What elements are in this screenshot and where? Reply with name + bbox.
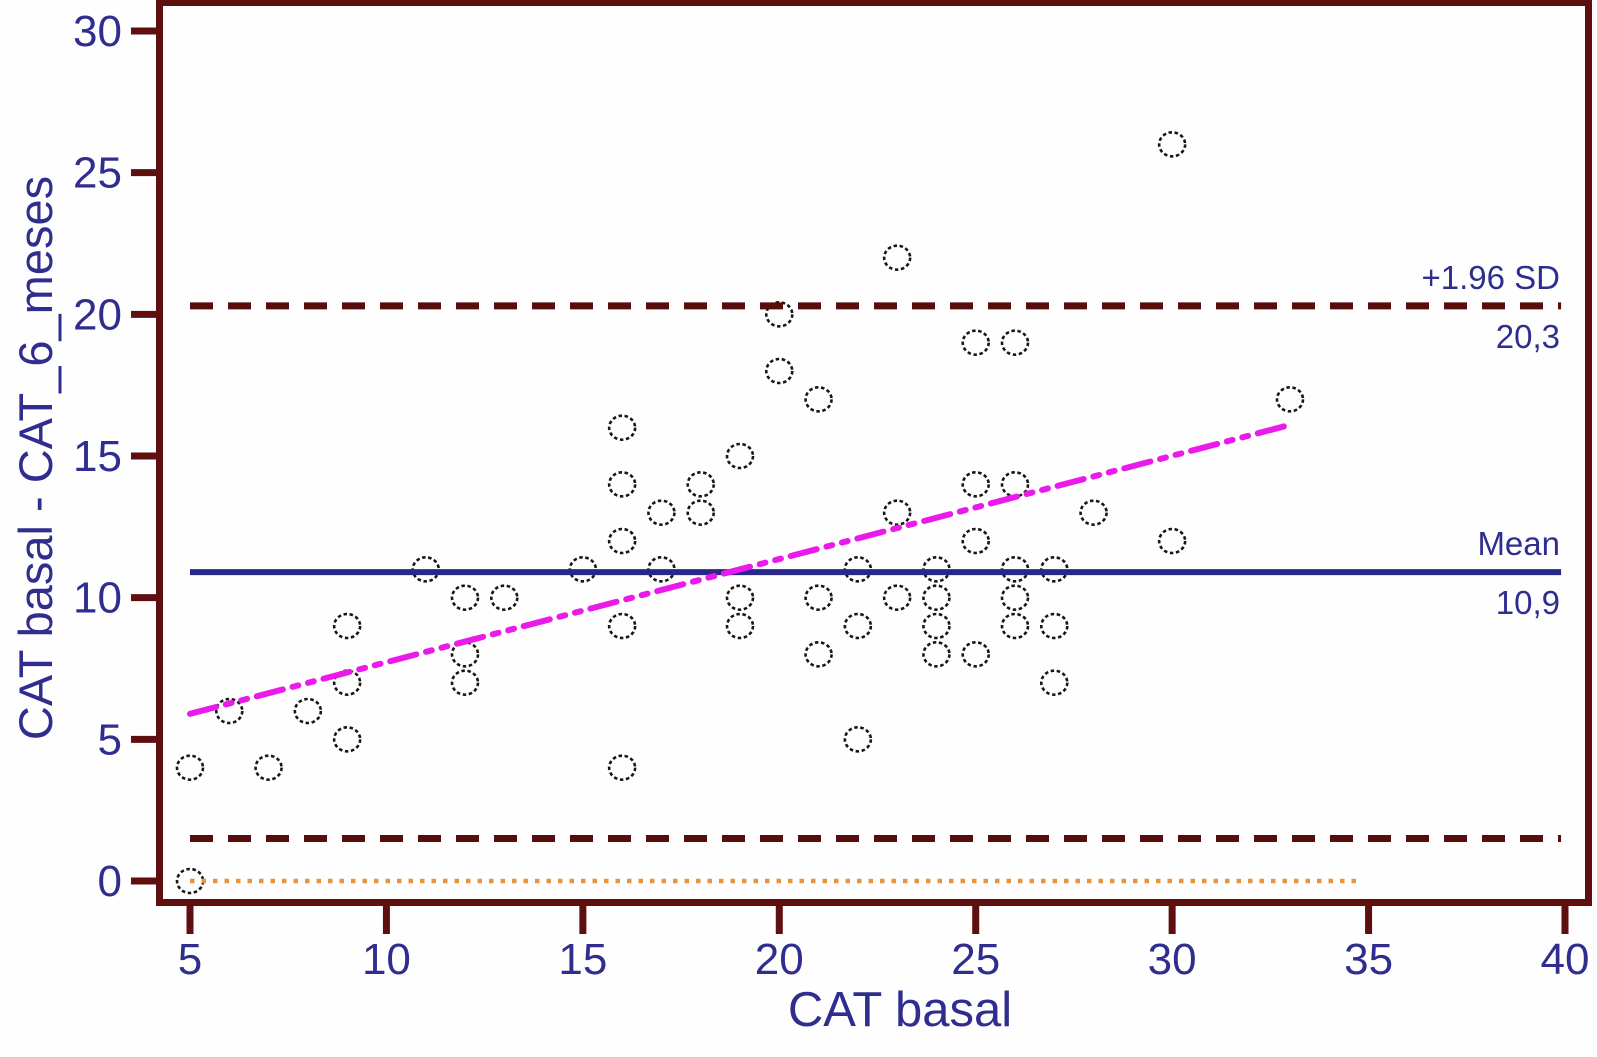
data-point [450,669,480,696]
x-axis-title: CAT basal [787,983,1013,1037]
data-point [725,584,755,611]
data-point [254,754,283,781]
trend-line [187,421,1293,717]
x-tick-label: 15 [558,935,607,984]
y-tick-label: 30 [73,7,122,56]
y-tick-label: 0 [98,857,122,906]
plot-border [156,0,1592,906]
data-point [1000,584,1030,611]
data-point [804,641,833,668]
data-point [607,527,637,555]
mean-value: 10,9 [1496,584,1560,621]
y-tick-label: 10 [73,574,122,623]
data-point [843,612,873,640]
data-point [961,471,991,498]
data-point [214,697,244,725]
data-point [607,414,637,441]
data-point [332,726,362,753]
data-point [804,386,833,413]
data-point [922,584,951,611]
data-point [725,612,755,640]
data-point [922,612,951,640]
data-point [647,499,676,526]
data-point [1039,612,1069,640]
data-point [1000,612,1030,640]
data-point [725,442,755,470]
data-point [961,527,991,555]
data-point [1157,131,1187,158]
y-tick-label: 5 [98,715,122,764]
data-point [450,641,480,668]
y-axis-title: CAT basal - CAT_6_meses [9,175,62,741]
data-point [882,584,912,611]
data-point [607,612,637,640]
data-point [882,499,912,526]
data-point [175,754,205,781]
data-point [764,357,794,385]
data-point [686,471,716,498]
x-tick-label: 20 [755,935,804,984]
upper-loa-label: +1.96 SD [1421,259,1560,296]
data-point [607,471,637,498]
data-point [764,301,794,328]
data-point [607,754,637,781]
upper-loa-value: 20,3 [1496,318,1560,355]
data-point [882,244,912,271]
x-tick-label: 35 [1344,935,1393,984]
data-point [1275,386,1305,413]
x-tick-label: 5 [178,935,202,984]
data-point [1157,527,1187,555]
y-tick-label: 25 [73,149,122,198]
data-point [450,584,480,611]
y-tick-label: 15 [73,432,122,481]
data-point [293,697,323,725]
x-tick-label: 10 [362,935,411,984]
x-tick-label: 40 [1541,935,1590,984]
y-tick-label: 20 [73,290,122,339]
x-tick-label: 30 [1148,935,1197,984]
data-point [332,612,362,640]
data-point [1039,669,1069,696]
data-point [961,329,991,356]
data-point [1000,329,1030,356]
data-point [843,726,873,753]
x-tick-label: 25 [951,935,1000,984]
mean-label: Mean [1477,525,1560,562]
data-point [804,584,833,611]
data-point [332,669,362,696]
data-point [489,584,519,611]
data-point [922,641,951,668]
data-point [961,641,991,668]
data-point [686,499,716,526]
data-point [1079,499,1108,526]
